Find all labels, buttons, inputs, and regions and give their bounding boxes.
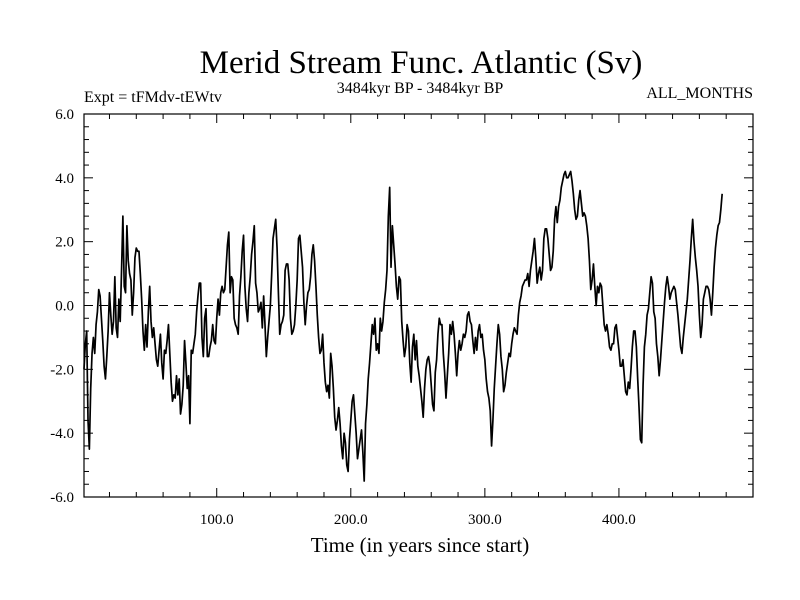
plot-frame [83, 113, 754, 498]
plot-area [83, 113, 754, 498]
y-tick-label: -4.0 [50, 426, 74, 442]
y-tick-label: -2.0 [50, 362, 74, 378]
x-tick-labels: 100.0 200.0 300.0 400.0 [200, 512, 636, 528]
x-tick-label: 300.0 [468, 512, 502, 528]
y-minor-ticks [84, 126, 753, 485]
period-label: 3484kyr BP - 3484kyr BP [337, 80, 504, 97]
months-label: ALL_MONTHS [646, 85, 753, 102]
x-minor-ticks [108, 114, 727, 497]
x-tick-label: 400.0 [602, 512, 636, 528]
chart-title: Merid Stream Func. Atlantic (Sv) [200, 45, 643, 81]
x-tick-label: 200.0 [334, 512, 368, 528]
y-tick-label: 6.0 [55, 107, 74, 123]
x-axis-label: Time (in years since start) [311, 533, 530, 557]
y-tick-label: 0.0 [55, 299, 74, 315]
y-tick-label: 2.0 [55, 235, 74, 251]
x-major-ticks [216, 114, 620, 497]
y-tick-label: -6.0 [50, 490, 74, 506]
series-line [83, 170, 724, 482]
experiment-label: Expt = tFMdv-tEWtv [84, 89, 222, 106]
y-tick-labels: -6.0 -4.0 -2.0 0.0 2.0 4.0 6.0 [50, 107, 74, 506]
x-tick-label: 100.0 [200, 512, 234, 528]
y-tick-label: 4.0 [55, 171, 74, 187]
